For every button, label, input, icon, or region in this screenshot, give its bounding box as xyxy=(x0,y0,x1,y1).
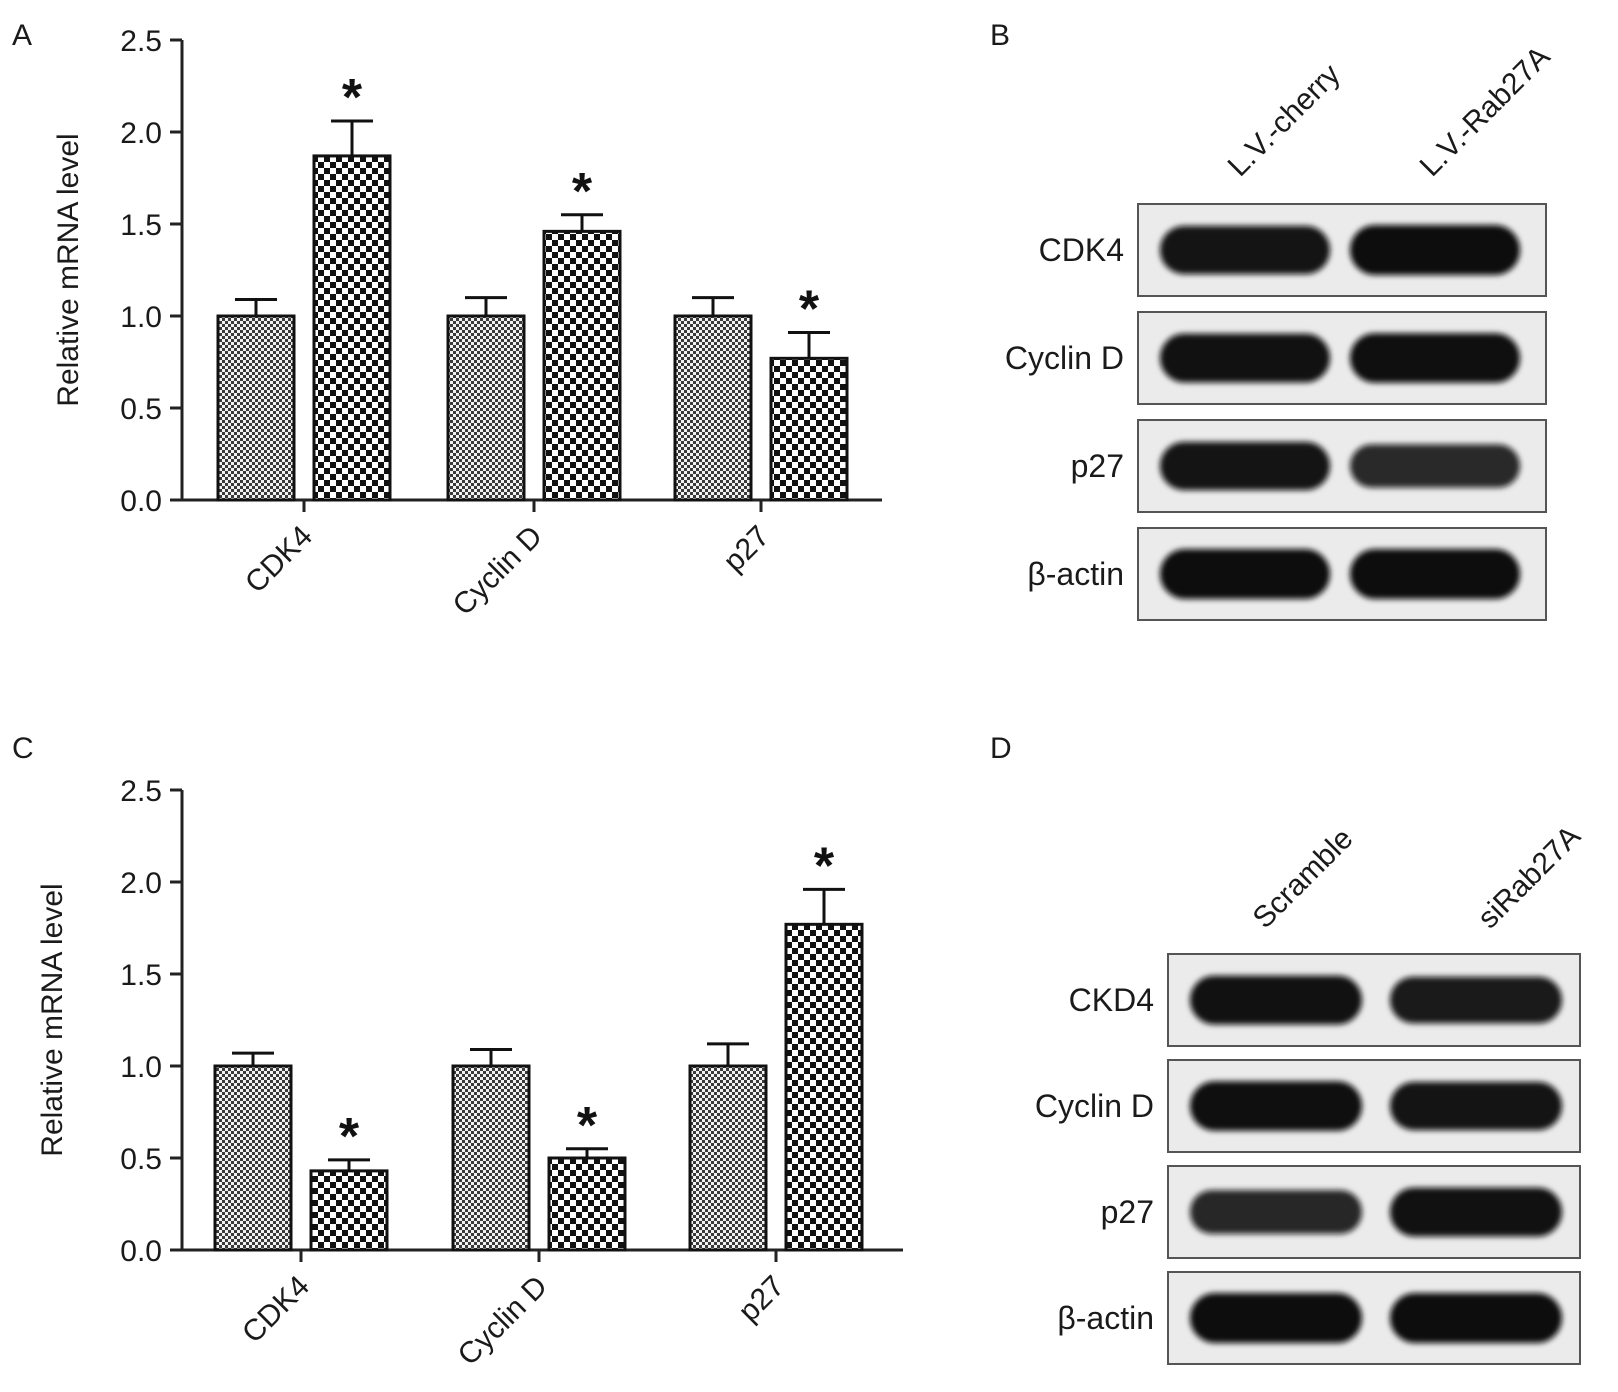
y-tick-label: 2.5 xyxy=(120,25,162,58)
bar-cyclin-d-1 xyxy=(451,1064,531,1252)
panel-a-letter: A xyxy=(12,19,32,52)
significance-marker: * xyxy=(577,1097,598,1155)
band-p27-right xyxy=(1390,1187,1562,1237)
x-tick-label: CDK4 xyxy=(236,1270,316,1350)
y-axis-title: Relative mRNA level xyxy=(52,133,85,406)
y-tick-label: 2.5 xyxy=(120,775,162,808)
x-tick-label: CDK4 xyxy=(239,520,319,600)
y-tick-label: 0.0 xyxy=(120,485,162,518)
band-cyclin-d-left xyxy=(1190,1081,1362,1131)
bar-cdk4-2 xyxy=(309,1169,389,1252)
y-tick-label: 1.5 xyxy=(120,209,162,242)
band-cdk4-right xyxy=(1350,225,1520,275)
blot-row-label-cdk4: CDK4 xyxy=(1039,232,1124,268)
bar-p27-2 xyxy=(769,356,849,502)
band-actin-right xyxy=(1350,549,1520,599)
blot-row-label-ckd4: CKD4 xyxy=(1069,982,1154,1018)
blot-row-label-actin: β-actin xyxy=(1027,556,1124,592)
band-cyclin-d-right xyxy=(1350,333,1520,383)
band-ckd4-right xyxy=(1390,976,1562,1024)
bar-chart-a: 0.0 0.5 1.0 1.5 2.0 2.5 Relative mRNA level * CD… xyxy=(52,25,882,622)
band-actin-left xyxy=(1160,549,1330,599)
lane-label: L.V.-cherry xyxy=(1222,58,1347,183)
y-tick-label: 2.0 xyxy=(120,867,162,900)
y-tick-label: 0.5 xyxy=(120,393,162,426)
bar-p27-1 xyxy=(688,1064,768,1252)
blot-row-label-cyclin-d: Cyclin D xyxy=(1005,340,1124,376)
x-tick-label: Cyclin D xyxy=(452,1270,554,1372)
band-actin-right xyxy=(1390,1293,1562,1343)
panel-d-letter: D xyxy=(990,732,1012,765)
bar-p27-2 xyxy=(784,922,864,1252)
y-tick-label: 2.0 xyxy=(120,117,162,150)
band-actin-left xyxy=(1190,1293,1362,1343)
x-tick-label: p27 xyxy=(717,520,776,579)
band-ckd4-left xyxy=(1190,975,1362,1025)
significance-marker: * xyxy=(799,281,820,339)
lane-label: siRab27A xyxy=(1472,820,1587,935)
y-tick-label: 1.0 xyxy=(120,1051,162,1084)
significance-marker: * xyxy=(339,1108,360,1166)
bar-p27-1 xyxy=(673,314,753,502)
band-cdk4-left xyxy=(1160,225,1330,275)
blot-row-label-cyclin-d: Cyclin D xyxy=(1035,1088,1154,1124)
x-tick-label: p27 xyxy=(732,1270,791,1329)
significance-marker: * xyxy=(342,69,363,127)
bar-cyclin-d-2 xyxy=(542,229,622,502)
band-cyclin-d-left xyxy=(1160,333,1330,383)
lane-label: L.V.-Rab27A xyxy=(1414,40,1557,183)
blot-row-label-p27: p27 xyxy=(1101,1194,1154,1230)
y-tick-label: 0.0 xyxy=(120,1235,162,1268)
panel-c-letter: C xyxy=(12,732,34,765)
western-blot-d: Scramble siRab27A CKD4 Cyclin D p27 β-actin xyxy=(1035,820,1587,1365)
bar-cdk4-2 xyxy=(312,154,392,502)
band-p27-left xyxy=(1190,1190,1362,1234)
panel-b-letter: B xyxy=(990,19,1010,52)
y-axis-title: Relative mRNA level xyxy=(36,883,69,1156)
band-cyclin-d-right xyxy=(1390,1081,1562,1131)
x-tick-label: Cyclin D xyxy=(447,520,549,622)
band-p27-right xyxy=(1350,444,1520,488)
bar-cyclin-d-1 xyxy=(446,314,526,502)
bar-cyclin-d-2 xyxy=(547,1156,627,1252)
band-p27-left xyxy=(1160,441,1330,491)
y-tick-label: 0.5 xyxy=(120,1143,162,1176)
bar-cdk4-1 xyxy=(216,314,296,502)
blot-row-label-p27: p27 xyxy=(1071,448,1124,484)
y-tick-label: 1.0 xyxy=(120,301,162,334)
bar-chart-c: 0.0 0.5 1.0 1.5 2.0 2.5 Relative mRNA level * CD… xyxy=(36,775,903,1372)
bar-cdk4-1 xyxy=(213,1064,293,1252)
significance-marker: * xyxy=(814,837,835,895)
blot-row-label-actin: β-actin xyxy=(1057,1300,1154,1336)
significance-marker: * xyxy=(572,163,593,221)
y-tick-label: 1.5 xyxy=(120,959,162,992)
lane-label: Scramble xyxy=(1247,822,1360,935)
western-blot-b: L.V.-cherry L.V.-Rab27A CDK4 Cyclin D p27 β-a… xyxy=(1005,40,1557,621)
